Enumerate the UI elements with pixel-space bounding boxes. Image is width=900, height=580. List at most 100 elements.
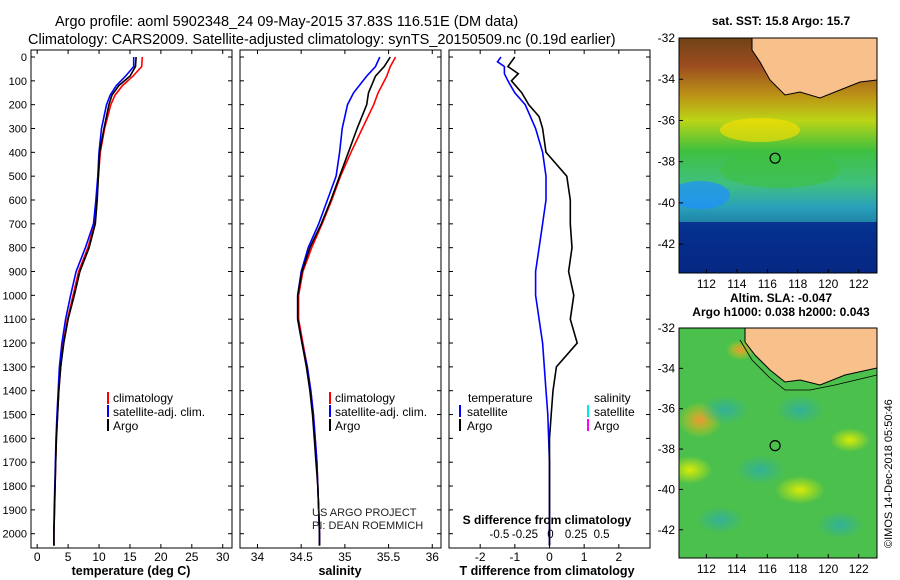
lat-tick-label: -36 bbox=[658, 402, 676, 416]
x-tick-label: 35.5 bbox=[377, 550, 401, 564]
lon-tick-label: 112 bbox=[697, 277, 716, 291]
depth-tick-label: 1500 bbox=[3, 410, 27, 422]
sst-map-frame bbox=[678, 37, 878, 274]
sla-low-patch bbox=[696, 506, 744, 534]
sla-mid-patch bbox=[830, 428, 870, 452]
sst-green-patch bbox=[720, 152, 840, 188]
depth-tick-label: 1000 bbox=[3, 290, 27, 302]
lat-tick-label: -36 bbox=[658, 113, 676, 127]
depth-tick-label: 100 bbox=[9, 76, 27, 88]
x-tick-label: 15 bbox=[123, 550, 137, 564]
sst-blue-patch bbox=[679, 181, 730, 209]
lat-tick-label: -42 bbox=[658, 237, 676, 251]
depth-tick-label: 1200 bbox=[3, 338, 27, 350]
series-line-satellite bbox=[53, 57, 135, 546]
salinity-plot: 34 34.5 35 35.5 36 bbox=[240, 50, 441, 564]
lon-tick-label: 122 bbox=[849, 277, 869, 291]
australia-land bbox=[751, 38, 877, 99]
depth-tick-label: 1900 bbox=[3, 505, 27, 517]
salinity-panel bbox=[239, 49, 442, 549]
x-tick-label: 34 bbox=[251, 550, 265, 564]
series-line-argo bbox=[53, 56, 137, 546]
depth-tick-label: 900 bbox=[9, 267, 27, 279]
x-tick-label: 20 bbox=[154, 550, 168, 564]
sla-map-title1: Altim. SLA: -0.047 bbox=[730, 291, 832, 305]
series-line-argo bbox=[296, 56, 391, 546]
header-line1: Argo profile: aoml 5902348_24 09-May-201… bbox=[55, 14, 518, 30]
project-credit-line1: US ARGO PROJECT bbox=[312, 507, 417, 519]
sst-map bbox=[679, 38, 877, 273]
difference-plot: -2 -1 0 1 2 -0.5 -0.25 0 0.25 0.5 bbox=[449, 50, 650, 564]
legend-temperature-title: temperature bbox=[468, 391, 533, 405]
temperature-plot: 0 5 10 15 20 25 30 bbox=[31, 50, 232, 564]
x-tick-label: -1 bbox=[510, 550, 521, 564]
series-line-t-argo bbox=[506, 56, 579, 546]
legend-salinity-title: salinity bbox=[594, 391, 631, 405]
lon-tick-label: 116 bbox=[758, 277, 777, 291]
legend-satellite: satellite-adj. clim. bbox=[335, 405, 427, 419]
depth-tick-label: 1700 bbox=[3, 457, 27, 469]
header-line2: Climatology: CARS2009. Satellite-adjuste… bbox=[28, 32, 616, 48]
lat-tick-label: -40 bbox=[658, 482, 676, 496]
depth-tick-label: 2000 bbox=[3, 529, 27, 541]
legend-argo: Argo bbox=[335, 419, 361, 433]
sla-map-frame bbox=[678, 327, 878, 559]
temperature-legend: climatology satellite-adj. clim. Argo bbox=[107, 391, 205, 433]
sst-warm-patch bbox=[720, 118, 800, 142]
legend-argo: Argo bbox=[113, 419, 139, 433]
depth-tick-label: 500 bbox=[9, 171, 27, 183]
sla-map bbox=[679, 328, 877, 558]
depth-tick-label: 1400 bbox=[3, 386, 27, 398]
lon-tick-label: 112 bbox=[697, 562, 716, 576]
lat-tick-label: -42 bbox=[658, 523, 676, 537]
x-tick-label: 34.5 bbox=[289, 550, 313, 564]
imos-credit: ©IMOS 14-Dec-2018 05:50:46 bbox=[883, 399, 895, 548]
depth-tick-label: 300 bbox=[9, 124, 27, 136]
difference-legend: temperature satellite Argo salinity sate… bbox=[459, 391, 635, 433]
series-line-satellite bbox=[296, 56, 381, 546]
lat-tick-label: -34 bbox=[658, 361, 676, 375]
argo-location-marker bbox=[769, 440, 781, 452]
sla-low-patch bbox=[775, 395, 825, 425]
x-tick-label: 36 bbox=[426, 550, 440, 564]
legend-satellite: satellite-adj. clim. bbox=[113, 405, 205, 419]
lon-tick-label: 122 bbox=[849, 562, 869, 576]
s-tick-label: -0.5 bbox=[490, 529, 510, 541]
lat-tick-label: -40 bbox=[658, 196, 676, 210]
depth-tick-label: 1600 bbox=[3, 433, 27, 445]
lon-tick-label: 120 bbox=[818, 562, 838, 576]
x-tick-label: 30 bbox=[216, 550, 230, 564]
depth-tick-label: 600 bbox=[9, 195, 27, 207]
sla-contour bbox=[739, 339, 877, 391]
depth-tick-label: 1800 bbox=[3, 481, 27, 493]
legend-s-satellite: satellite bbox=[594, 405, 635, 419]
lat-tick-label: -32 bbox=[658, 31, 676, 45]
legend-climatology: climatology bbox=[335, 391, 395, 405]
lat-tick-label: -38 bbox=[658, 442, 676, 456]
x-tick-label: 25 bbox=[185, 550, 199, 564]
lat-tick-label: -38 bbox=[658, 155, 676, 169]
sla-map-title2: Argo h1000: 0.038 h2000: 0.043 bbox=[692, 305, 870, 319]
series-line-climatology bbox=[297, 56, 397, 546]
legend-s-argo: Argo bbox=[594, 419, 620, 433]
depth-tick-label: 1100 bbox=[3, 314, 27, 326]
s-tick-label: -0.25 bbox=[512, 529, 538, 541]
legend-t-satellite: satellite bbox=[467, 405, 508, 419]
project-credit-line2: PI: DEAN ROEMMICH bbox=[312, 520, 423, 532]
legend-t-argo: Argo bbox=[467, 419, 493, 433]
depth-tick-label: 400 bbox=[9, 147, 27, 159]
depth-axis: 0 100 200 300 400 500 600 700 800 900 1000 1100 1200… bbox=[3, 52, 27, 541]
salinity-xlabel: salinity bbox=[318, 564, 361, 578]
depth-tick-label: 1300 bbox=[3, 362, 27, 374]
lon-tick-label: 120 bbox=[818, 277, 838, 291]
series-line-climatology bbox=[53, 56, 144, 546]
x-tick-label: 0 bbox=[546, 550, 553, 564]
lon-tick-label: 114 bbox=[727, 277, 746, 291]
temperature-panel bbox=[30, 49, 233, 549]
x-tick-label: -2 bbox=[475, 550, 486, 564]
depth-tick-label: 700 bbox=[9, 219, 27, 231]
sla-mid-patch bbox=[775, 476, 825, 504]
lon-tick-label: 114 bbox=[727, 562, 746, 576]
temperature-xlabel: temperature (deg C) bbox=[72, 564, 191, 578]
